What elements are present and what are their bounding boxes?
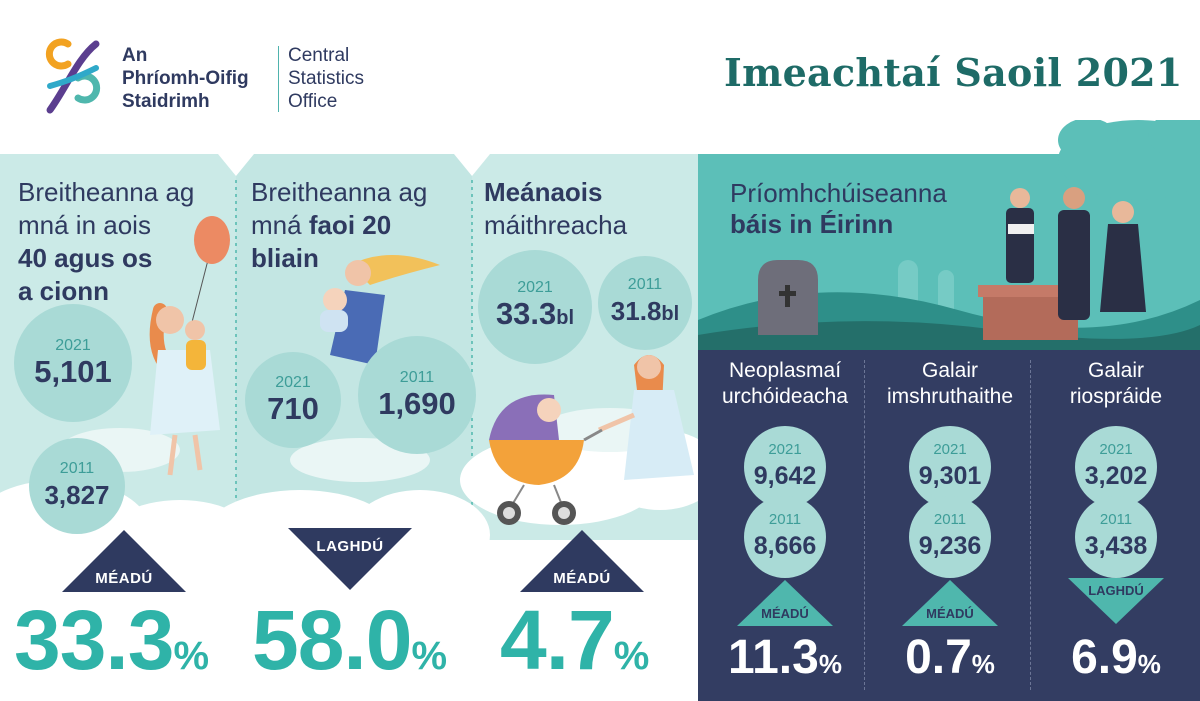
cause-3-circle-2011: 2011 3,438 xyxy=(1075,496,1157,578)
cause-1-trend-label: MÉADÚ xyxy=(761,606,809,621)
panel3-circle-2011: 2011 31.8bl xyxy=(598,256,692,350)
panel4-heading: Príomhchúiseanna báis in Éirinn xyxy=(730,178,947,239)
panel1-heading: Breitheanna ag mná in aois 40 agus os a … xyxy=(18,177,195,306)
panel2-percent: 58.0% xyxy=(252,593,447,687)
panel2-heading: Breitheanna ag mná faoi 20 bliain xyxy=(251,177,428,273)
cause-3-circle-2021: 2021 3,202 xyxy=(1075,426,1157,508)
cause-3-trend-label: LAGHDÚ xyxy=(1088,583,1144,598)
cause-1-percent: 11.3% xyxy=(728,631,842,684)
young-mother-illustration xyxy=(320,255,440,365)
panel3-increase-triangle xyxy=(520,530,644,592)
panel2-trend-label: LAGHDÚ xyxy=(316,538,384,555)
cause-3-decrease-triangle xyxy=(1068,578,1164,624)
panel2-circle-2011: 2011 1,690 xyxy=(358,336,476,454)
org-name-irish: An Phríomh-Oifig Staidrimh xyxy=(122,45,249,112)
cso-logo xyxy=(45,38,101,114)
cause-1-circle-2011: 2011 8,666 xyxy=(744,496,826,578)
panel1-percent: 33.3% xyxy=(14,593,209,687)
panel1-trend-label: MÉADÚ xyxy=(95,570,153,587)
panel2-circle-2021: 2021 710 xyxy=(245,352,341,448)
panel3-circle-2021: 2021 33.3bl xyxy=(478,250,592,364)
panel3-trend-label: MÉADÚ xyxy=(553,570,611,587)
cause-2-trend-label: MÉADÚ xyxy=(926,606,974,621)
cause-1-circle-2021: 2021 9,642 xyxy=(744,426,826,508)
panel2-decrease-triangle xyxy=(288,528,412,590)
cause-2-title: Galair imshruthaithe xyxy=(886,359,1014,408)
cause-1-title: Neoplasmaí urchóideacha xyxy=(721,359,849,408)
cause-3-percent: 6.9% xyxy=(1071,631,1161,684)
cause-2-percent: 0.7% xyxy=(905,631,995,684)
org-name-english: Central Statistics Office xyxy=(288,45,365,112)
cause-2-circle-2011: 2011 9,236 xyxy=(909,496,991,578)
panel3-heading: Meánaois máithreacha xyxy=(484,177,628,240)
panel1-increase-triangle xyxy=(62,530,186,592)
cause-2-increase-triangle xyxy=(902,580,998,626)
cause-3-title: Galair riospráide xyxy=(1069,359,1163,408)
cause-1-increase-triangle xyxy=(737,580,833,626)
header-divider xyxy=(278,46,279,112)
woman-with-balloon-illustration xyxy=(149,216,230,476)
panel1-circle-2021: 2021 5,101 xyxy=(14,304,132,422)
panel3-percent: 4.7% xyxy=(500,593,649,687)
cause-2-circle-2021: 2021 9,301 xyxy=(909,426,991,508)
mother-with-pram-illustration xyxy=(489,355,694,525)
column-divider-2 xyxy=(1030,360,1031,690)
page-title: Imeachtaí Saoil 2021 xyxy=(724,50,1183,95)
panel1-circle-2011: 2011 3,827 xyxy=(29,438,125,534)
column-divider-1 xyxy=(864,360,865,690)
